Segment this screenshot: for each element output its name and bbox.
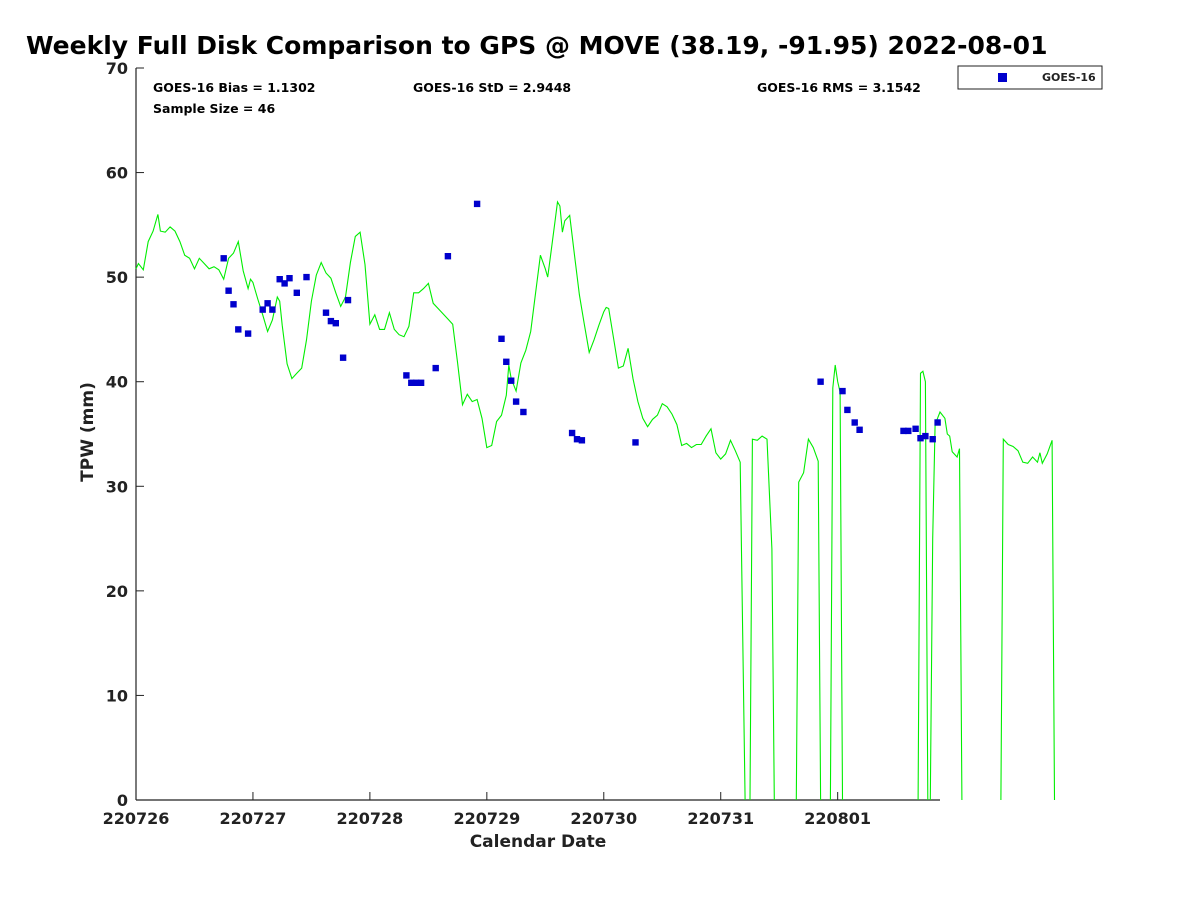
x-tick-label: 220730 xyxy=(570,809,637,828)
goes16-data-point xyxy=(498,335,505,342)
legend: GOES-16 xyxy=(957,65,1103,90)
goes16-data-point xyxy=(444,253,452,260)
legend-label-goes16: GOES-16 xyxy=(1042,71,1096,84)
y-tick-label: 40 xyxy=(106,373,128,392)
legend-box xyxy=(957,65,1103,90)
goes16-data-point xyxy=(235,326,242,333)
x-tick-label: 220726 xyxy=(103,809,170,828)
x-tick-label: 220801 xyxy=(804,809,871,828)
y-tick-label: 50 xyxy=(106,268,128,287)
y-tick-label: 30 xyxy=(106,477,128,496)
goes16-data-point xyxy=(900,427,907,435)
goes16-data-point xyxy=(578,437,586,444)
sample-size-stat: Sample Size = 46 xyxy=(153,101,275,116)
y-ticks: 0 10 20 30 40 50 60 70 xyxy=(106,59,144,810)
goes16-data-point xyxy=(220,255,227,262)
goes16-data-point xyxy=(408,379,415,386)
goes16-data-point xyxy=(276,276,283,283)
legend-marker-goes16 xyxy=(998,73,1007,82)
x-axis-label: Calendar Date xyxy=(470,832,607,852)
y-tick-label: 0 xyxy=(117,791,128,810)
goes16-data-point xyxy=(929,436,936,443)
goes16-data-point xyxy=(403,372,410,379)
gps-tpw-line-segment xyxy=(929,410,963,801)
goes16-data-point xyxy=(512,398,520,405)
y-tick-label: 70 xyxy=(106,59,128,78)
goes16-data-point xyxy=(230,301,237,308)
goes16-data-point xyxy=(520,408,527,416)
goes16-data-point xyxy=(303,273,310,281)
rms-stat: GOES-16 RMS = 3.1542 xyxy=(757,80,921,95)
goes16-data-point xyxy=(269,306,276,313)
gps-tpw-line-segment xyxy=(829,364,844,801)
goes16-data-point xyxy=(922,432,929,440)
goes16-data-point xyxy=(286,275,293,282)
x-tick-label: 220728 xyxy=(336,809,403,828)
x-ticks: 220726 220727 220728 220729 220730 220731 2208… xyxy=(103,792,871,828)
goes16-scatter-series xyxy=(220,200,941,446)
x-tick-label: 220731 xyxy=(687,809,754,828)
gps-tpw-line-segment xyxy=(795,437,822,801)
chart-title: Weekly Full Disk Comparison to GPS @ MOV… xyxy=(26,31,1047,60)
goes16-data-point xyxy=(632,439,639,446)
gps-tpw-line-segment xyxy=(1000,437,1056,801)
x-tick-label: 220729 xyxy=(453,809,520,828)
gps-tpw-line-segment xyxy=(135,200,746,801)
gps-tpw-line-segment xyxy=(749,435,775,801)
std-stat: GOES-16 StD = 2.9448 xyxy=(413,80,571,95)
bias-stat: GOES-16 Bias = 1.1302 xyxy=(153,80,315,95)
gps-tpw-line-segment xyxy=(917,370,929,801)
goes16-data-point xyxy=(339,354,347,361)
x-tick-label: 220727 xyxy=(220,809,287,828)
goes16-data-point xyxy=(281,280,288,287)
goes16-data-point xyxy=(332,320,339,327)
goes16-data-point xyxy=(851,419,858,426)
y-tick-label: 20 xyxy=(106,582,128,601)
y-axis-label: TPW (mm) xyxy=(78,382,98,482)
goes16-data-point xyxy=(573,436,581,443)
goes16-data-point xyxy=(844,406,851,414)
goes16-data-point xyxy=(568,429,576,437)
goes16-data-point xyxy=(839,387,846,395)
goes16-data-point xyxy=(432,364,439,372)
goes16-data-point xyxy=(912,425,919,432)
y-tick-label: 60 xyxy=(106,164,128,183)
goes16-data-point xyxy=(244,330,252,337)
goes16-data-point xyxy=(856,426,863,433)
goes16-data-point xyxy=(413,379,420,386)
goes16-data-point xyxy=(473,200,481,208)
goes16-data-point xyxy=(344,296,352,304)
goes16-data-point xyxy=(225,287,232,294)
goes16-data-point xyxy=(259,306,266,313)
y-tick-label: 10 xyxy=(106,686,128,705)
goes16-data-point xyxy=(508,377,515,384)
plot-area: 0 10 20 30 40 50 60 70 220726 220727 220728 220729… xyxy=(103,59,1056,828)
goes16-data-point xyxy=(503,358,510,365)
goes16-data-point xyxy=(934,419,941,426)
gps-tpw-line-series xyxy=(135,200,1056,801)
goes16-data-point xyxy=(417,379,425,386)
goes16-data-point xyxy=(817,378,824,385)
goes16-data-point xyxy=(293,289,300,296)
goes16-data-point xyxy=(322,309,330,316)
goes16-data-point xyxy=(264,300,271,307)
goes16-data-point xyxy=(917,435,924,442)
goes16-data-point xyxy=(905,427,912,435)
goes16-data-point xyxy=(327,317,335,325)
